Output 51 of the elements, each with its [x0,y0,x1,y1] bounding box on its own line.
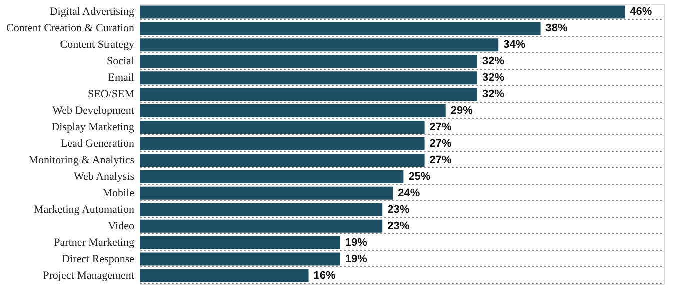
bar [140,88,478,102]
y-tick-label: Marketing Automation [34,204,135,216]
y-tick-label: Web Analysis [74,170,134,183]
y-tick-label: Content Strategy [60,39,135,52]
y-tick-label: Direct Response [62,253,135,266]
data-label: 27% [430,154,452,166]
bar [140,252,340,266]
y-tick-label: Email [108,72,134,84]
data-label: 24% [398,187,420,200]
bar [140,22,541,36]
bar [140,220,383,233]
bar [140,186,394,200]
bar [140,121,425,134]
bar [140,154,425,167]
data-label: 19% [345,236,368,249]
bar [140,138,425,150]
bar [140,38,499,52]
bar [140,104,446,118]
bar [140,236,340,250]
y-tick-label: Digital Advertising [50,6,135,18]
bar [140,269,309,282]
data-label: 16% [314,270,336,282]
y-tick-label: Project Management [43,270,134,282]
y-tick-label: SEO/SEM [88,88,135,101]
bar [140,72,478,85]
data-label: 29% [450,105,474,118]
data-label: 32% [482,88,505,101]
y-tick-label: Web Development [52,105,134,118]
y-tick-label: Video [108,220,135,232]
y-tick-label: Social [107,56,134,68]
y-tick-label: Monitoring & Analytics [28,154,134,166]
y-tick-label: Partner Marketing [54,236,135,249]
bar [140,170,404,184]
y-tick-label: Display Marketing [52,122,135,134]
data-label: 38% [546,22,568,35]
data-label: 25% [408,170,431,183]
data-label: 27% [430,138,452,150]
data-label: 34% [504,39,526,52]
y-tick-label: Content Creation & Curation [6,22,135,35]
data-label: 27% [430,122,452,134]
data-label: 32% [482,72,505,84]
bar [140,55,478,68]
data-label: 23% [388,204,410,216]
data-label: 23% [388,220,410,232]
data-label: 32% [482,56,505,68]
y-tick-label: Mobile [102,187,135,200]
bar [140,6,626,19]
bar [140,203,383,216]
data-label: 46% [630,6,652,18]
data-label: 19% [345,253,368,266]
y-tick-label: Lead Generation [60,138,135,150]
